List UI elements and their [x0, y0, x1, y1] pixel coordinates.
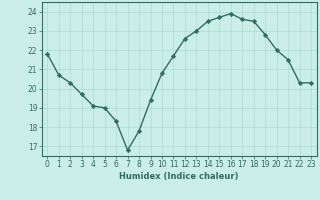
X-axis label: Humidex (Indice chaleur): Humidex (Indice chaleur): [119, 172, 239, 181]
